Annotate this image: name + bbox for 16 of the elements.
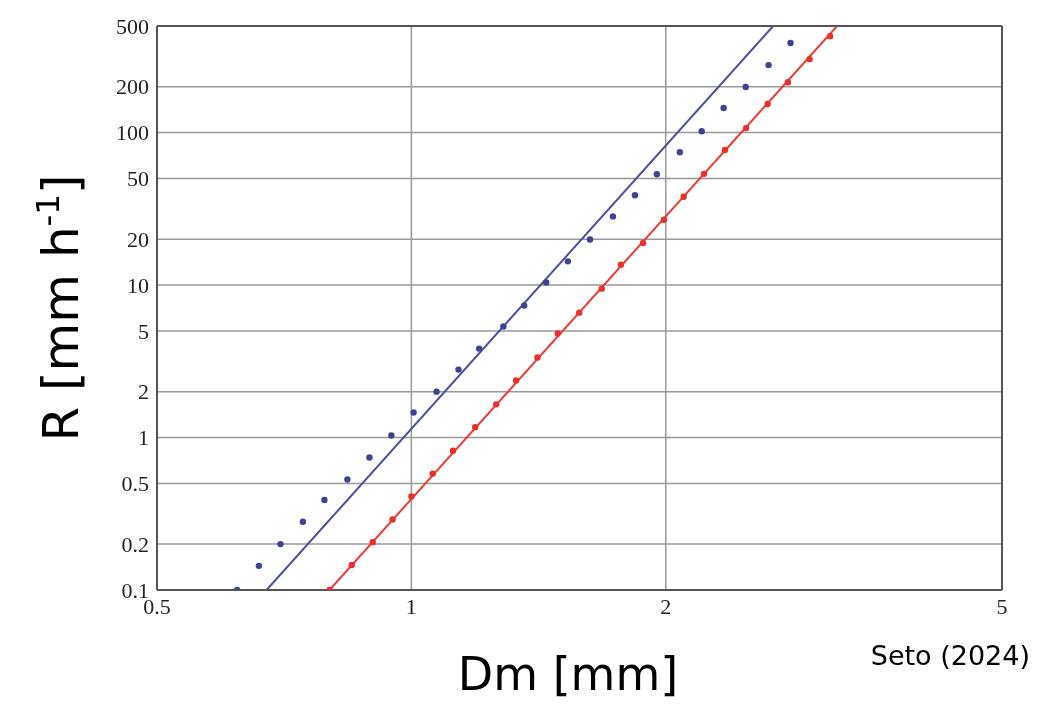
x-tick-label: 5 [996, 593, 1008, 619]
y-tick-label: 1 [138, 425, 149, 451]
y-tick-label: 20 [127, 226, 149, 252]
y-tick-label: 0.5 [121, 471, 149, 497]
y-tick-label: 2 [138, 379, 149, 405]
x-tick-label: 2 [660, 593, 672, 619]
y-tick-label: 100 [116, 120, 149, 146]
y-tick-label: 0.2 [121, 531, 149, 557]
y-tick-label: 200 [116, 74, 149, 100]
x-axis-title: Dm [mm] [457, 647, 679, 701]
x-tick-label: 1 [405, 593, 417, 619]
text: Seto (2024) [870, 640, 1030, 671]
y-tick-label: 10 [127, 272, 149, 298]
y-tick-label: 5 [138, 318, 149, 344]
y-tick-label: 50 [127, 166, 149, 192]
y-tick-label: 500 [116, 13, 149, 39]
